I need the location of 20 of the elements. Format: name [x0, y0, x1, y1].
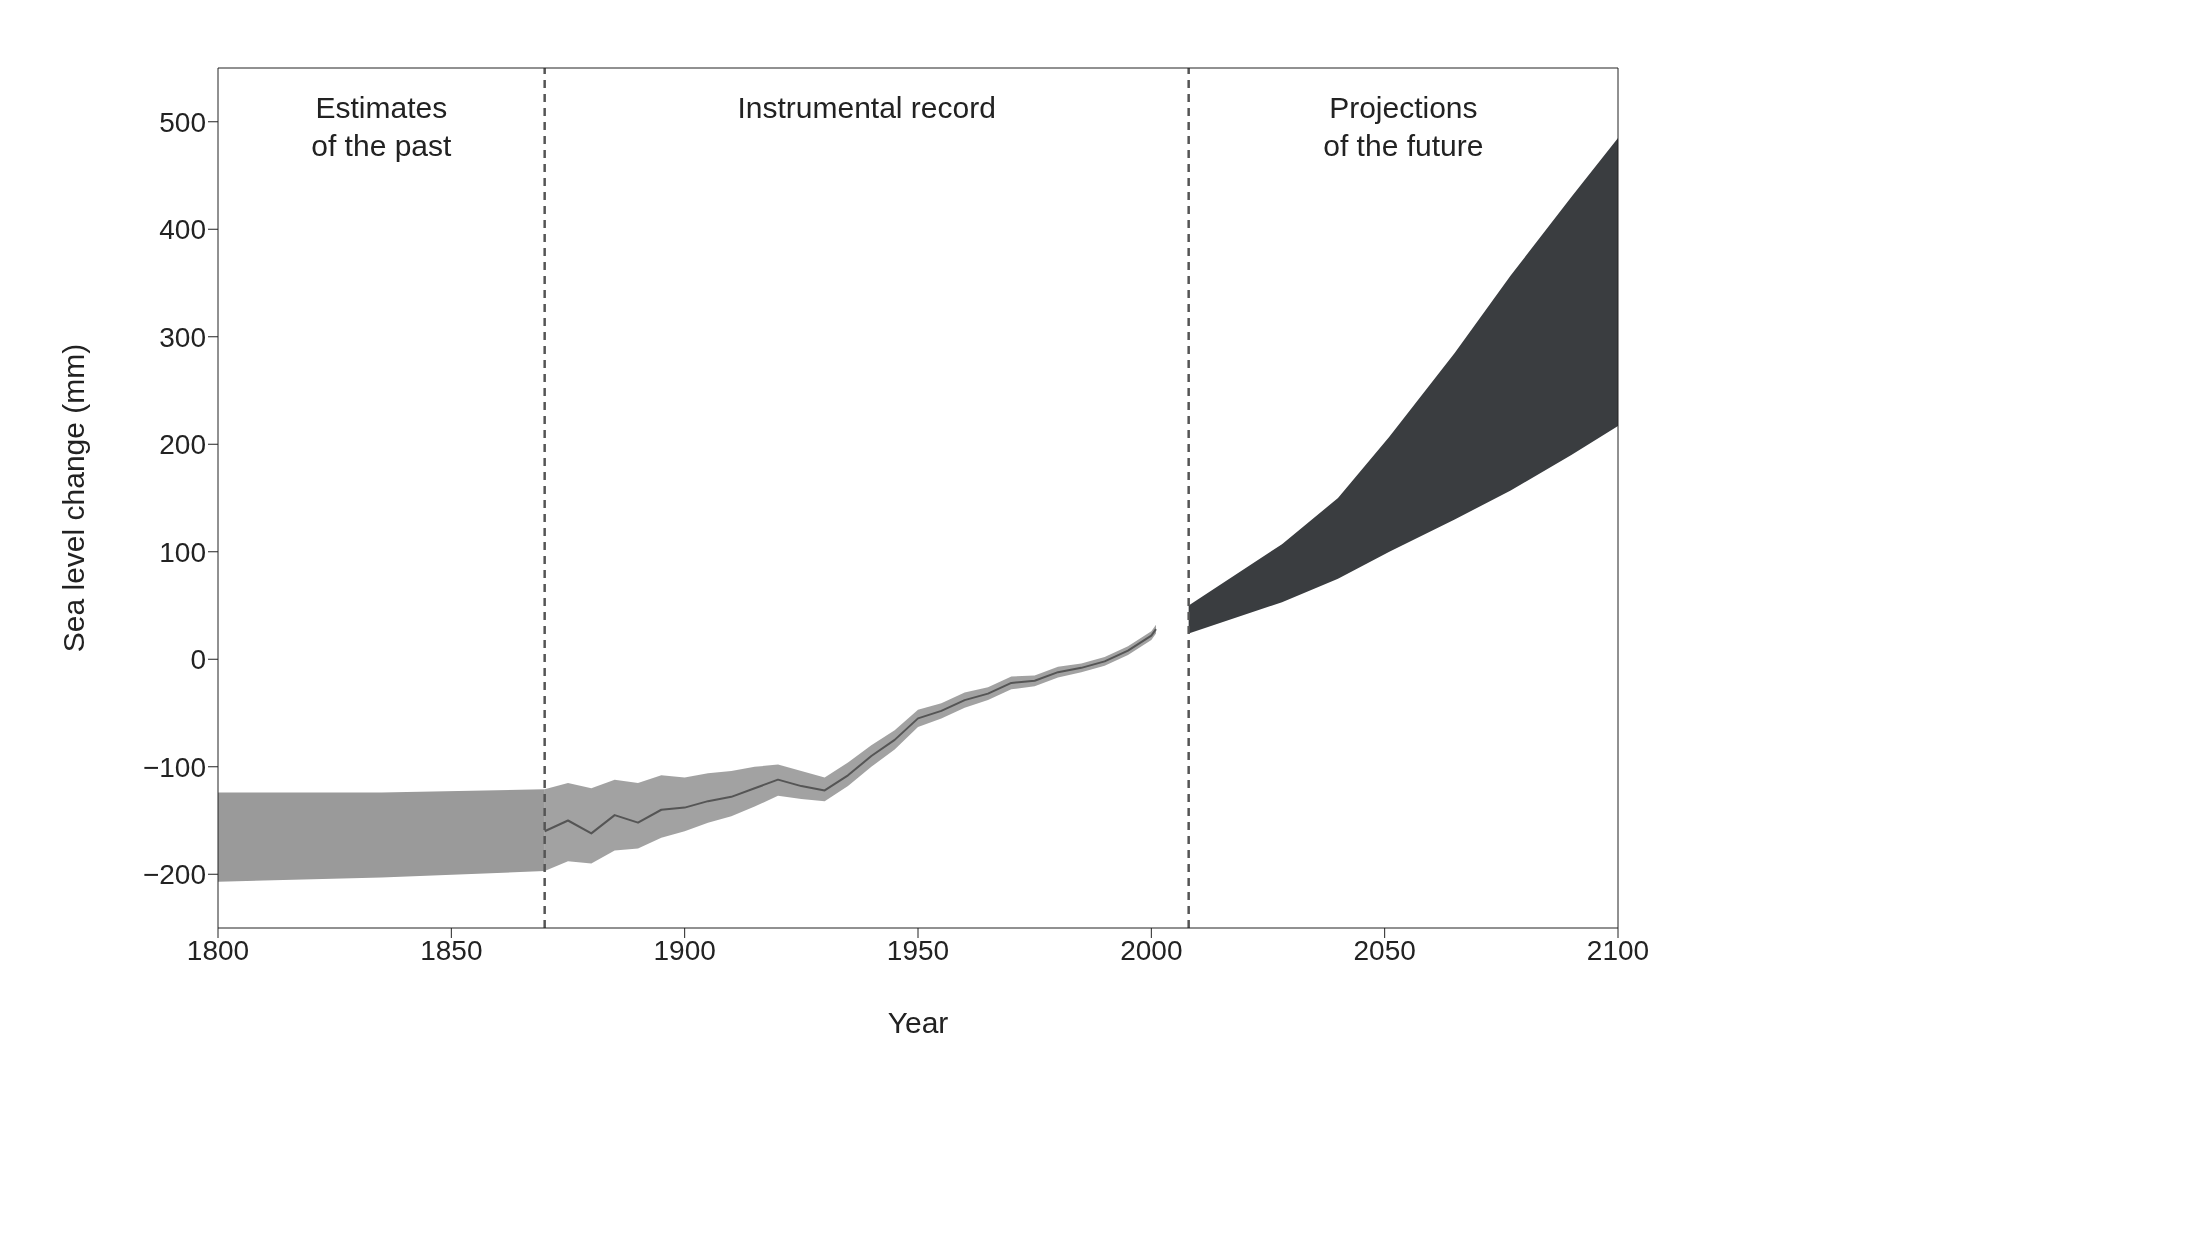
y-tick-label: −200: [142, 859, 206, 891]
x-tick-label: 1950: [886, 934, 950, 966]
x-tick-label: 2000: [1120, 934, 1183, 966]
x-axis-title: Year: [887, 1006, 949, 1039]
y-axis-title: Sea level change (mm): [56, 343, 90, 653]
annotation: Estimates of the past: [311, 91, 453, 162]
y-tick-label: 0: [190, 644, 206, 676]
y-tick-label: 400: [159, 214, 206, 246]
x-tick-label: 1800: [186, 934, 250, 966]
y-tick-label: −100: [142, 751, 206, 783]
x-tick-label: 2100: [1586, 934, 1650, 966]
x-tick-label: 2050: [1353, 934, 1416, 966]
y-tick-label: 100: [159, 536, 206, 568]
x-tick-label: 1850: [420, 934, 483, 966]
y-tick-label: 200: [159, 429, 206, 461]
annotation: Instrumental record: [737, 91, 996, 124]
y-tick-label: 500: [159, 106, 206, 138]
y-tick-label: 300: [159, 321, 206, 353]
annotation: Projections of the future: [1323, 91, 1484, 162]
x-tick-label: 1900: [653, 934, 716, 966]
